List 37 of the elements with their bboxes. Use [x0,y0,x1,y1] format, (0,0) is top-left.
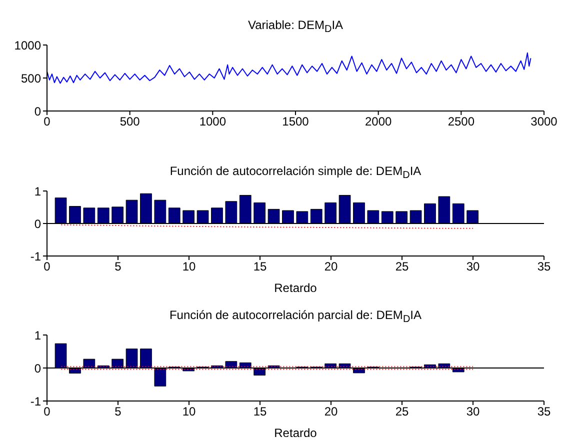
y-tick-label: 0 [34,104,42,118]
x-tick-label: 3000 [530,114,558,129]
x-tick-label: 500 [120,114,140,129]
chart-title: Función de autocorrelación parcial de: DEM$_{D}$IA [169,308,422,325]
x-tick-label: 0 [44,404,51,419]
y-tick-label: 1000 [14,38,42,52]
x-axis-title: Retardo [274,281,318,295]
y-tick-label: 0 [34,361,42,376]
x-tick-label: 1000 [199,114,226,129]
x-tick-label: 25 [395,260,409,274]
chart-title: Variable: DEM$_{D}$IA [248,18,344,35]
y-tick-label: 1 [34,184,42,198]
x-tick-label: 10 [182,404,196,419]
x-tick-label: 20 [324,260,338,274]
x-tick-label: 30 [466,260,480,274]
y-tick-label: 0 [34,216,42,231]
x-tick-label: 25 [395,404,409,419]
x-tick-label: 30 [466,404,480,419]
x-tick-label: 0 [44,260,51,274]
x-tick-label: 2500 [448,114,475,129]
x-tick-label: 20 [324,404,338,419]
y-tick-label: 500 [20,71,42,86]
y-tick-label: 1 [34,328,42,342]
x-tick-label: 5 [114,260,122,274]
chart-title: Función de autocorrelación simple de: DEM$_{D}$IA [170,164,422,181]
x-tick-label: 15 [253,260,267,274]
x-tick-label: 1500 [282,114,310,129]
x-tick-label: 35 [537,260,551,274]
y-tick-label: -1 [30,394,42,408]
x-tick-label: 5 [114,404,122,419]
x-tick-label: 15 [253,404,267,419]
y-tick-label: -1 [30,249,42,264]
x-tick-label: 0 [44,114,51,129]
x-tick-label: 10 [182,260,196,274]
x-axis-title: Retardo [274,426,318,440]
x-tick-label: 35 [537,404,551,419]
x-tick-label: 2000 [364,114,392,129]
